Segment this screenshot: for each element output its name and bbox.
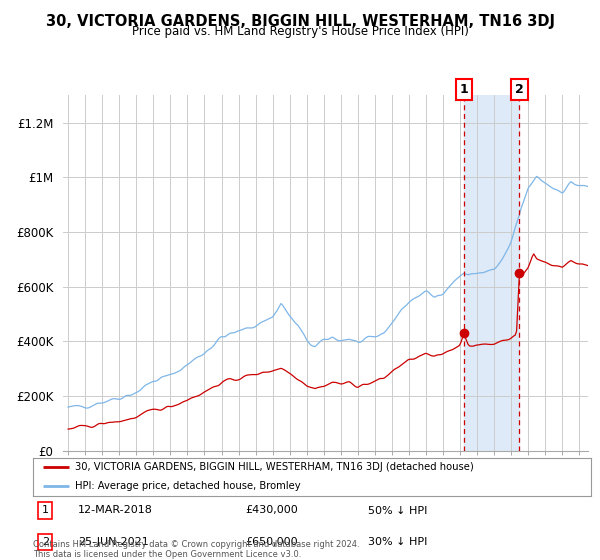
Text: 30, VICTORIA GARDENS, BIGGIN HILL, WESTERHAM, TN16 3DJ: 30, VICTORIA GARDENS, BIGGIN HILL, WESTE… [46, 14, 554, 29]
Text: £430,000: £430,000 [245, 506, 298, 516]
Text: 30, VICTORIA GARDENS, BIGGIN HILL, WESTERHAM, TN16 3DJ (detached house): 30, VICTORIA GARDENS, BIGGIN HILL, WESTE… [75, 462, 473, 472]
Text: 2: 2 [515, 83, 524, 96]
Text: 30% ↓ HPI: 30% ↓ HPI [368, 537, 427, 547]
Text: 25-JUN-2021: 25-JUN-2021 [77, 537, 148, 547]
Text: HPI: Average price, detached house, Bromley: HPI: Average price, detached house, Brom… [75, 481, 301, 491]
Text: 1: 1 [460, 83, 468, 96]
Text: Contains HM Land Registry data © Crown copyright and database right 2024.
This d: Contains HM Land Registry data © Crown c… [33, 540, 359, 559]
Bar [464, 95, 520, 451]
Text: 1: 1 [42, 506, 49, 516]
Text: 50% ↓ HPI: 50% ↓ HPI [368, 506, 427, 516]
Text: Price paid vs. HM Land Registry's House Price Index (HPI): Price paid vs. HM Land Registry's House … [131, 25, 469, 38]
Text: 12-MAR-2018: 12-MAR-2018 [77, 506, 152, 516]
Text: 2: 2 [42, 537, 49, 547]
Text: £650,000: £650,000 [245, 537, 298, 547]
